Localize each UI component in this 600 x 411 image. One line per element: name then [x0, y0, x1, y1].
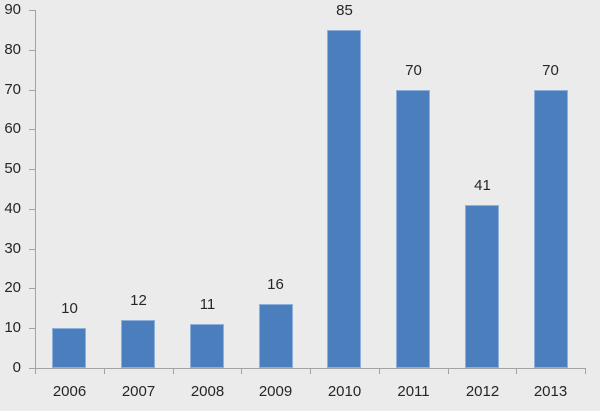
x-axis-tick [379, 368, 380, 374]
bar-value-2006: 10 [61, 300, 78, 317]
bar-2011 [396, 90, 430, 368]
y-axis-tick-label: 90 [4, 1, 21, 18]
x-axis-label-2007: 2007 [121, 383, 156, 400]
y-axis-tick-label: 70 [4, 81, 21, 98]
x-axis-label-2013: 2013 [533, 383, 568, 400]
bar-value-2013: 70 [542, 62, 559, 79]
bar-value-2012: 41 [474, 177, 491, 194]
y-axis-tick [29, 288, 35, 289]
x-axis-tick [448, 368, 449, 374]
y-axis-tick [29, 90, 35, 91]
y-axis-line [35, 10, 36, 374]
y-axis-tick-label: 60 [4, 120, 21, 137]
y-axis-tick-label: 40 [4, 200, 21, 217]
x-axis-tick [241, 368, 242, 374]
bar-value-2010: 85 [336, 2, 353, 19]
y-axis-tick [29, 249, 35, 250]
bar-2006 [52, 328, 86, 368]
y-axis-tick-label: 10 [4, 319, 21, 336]
bar-value-2007: 12 [130, 292, 147, 309]
bar-value-2011: 70 [405, 62, 422, 79]
x-axis-label-2009: 2009 [258, 383, 293, 400]
y-axis-tick-label: 80 [4, 41, 21, 58]
x-axis-label-2006: 2006 [52, 383, 87, 400]
y-axis-tick-label: 0 [12, 359, 21, 376]
bar-2010 [327, 30, 361, 368]
y-axis-tick-label: 30 [4, 240, 21, 257]
y-axis-tick [29, 209, 35, 210]
y-axis-tick [29, 328, 35, 329]
x-axis-tick [516, 368, 517, 374]
x-axis-tick [585, 368, 586, 374]
bar-2013 [534, 90, 568, 368]
y-axis-tick [29, 10, 35, 11]
x-axis-label-2011: 2011 [397, 383, 430, 400]
y-axis-tick-label: 50 [4, 160, 21, 177]
y-axis-tick [29, 50, 35, 51]
bar-2007 [121, 320, 155, 368]
x-axis-tick [173, 368, 174, 374]
x-axis-label-2008: 2008 [190, 383, 225, 400]
x-axis-tick [35, 368, 36, 374]
bar-value-2009: 16 [267, 276, 284, 293]
bar-2009 [259, 304, 293, 368]
bar-2008 [190, 324, 224, 368]
y-axis-tick-label: 20 [4, 279, 21, 296]
y-axis-tick [29, 368, 35, 369]
x-axis-tick [310, 368, 311, 374]
y-axis-tick [29, 169, 35, 170]
bar-value-2008: 11 [199, 296, 216, 313]
x-axis-tick [104, 368, 105, 374]
bar-2012 [465, 205, 499, 368]
x-axis-label-2010: 2010 [327, 383, 362, 400]
y-axis-tick [29, 129, 35, 130]
x-axis-label-2012: 2012 [465, 383, 500, 400]
